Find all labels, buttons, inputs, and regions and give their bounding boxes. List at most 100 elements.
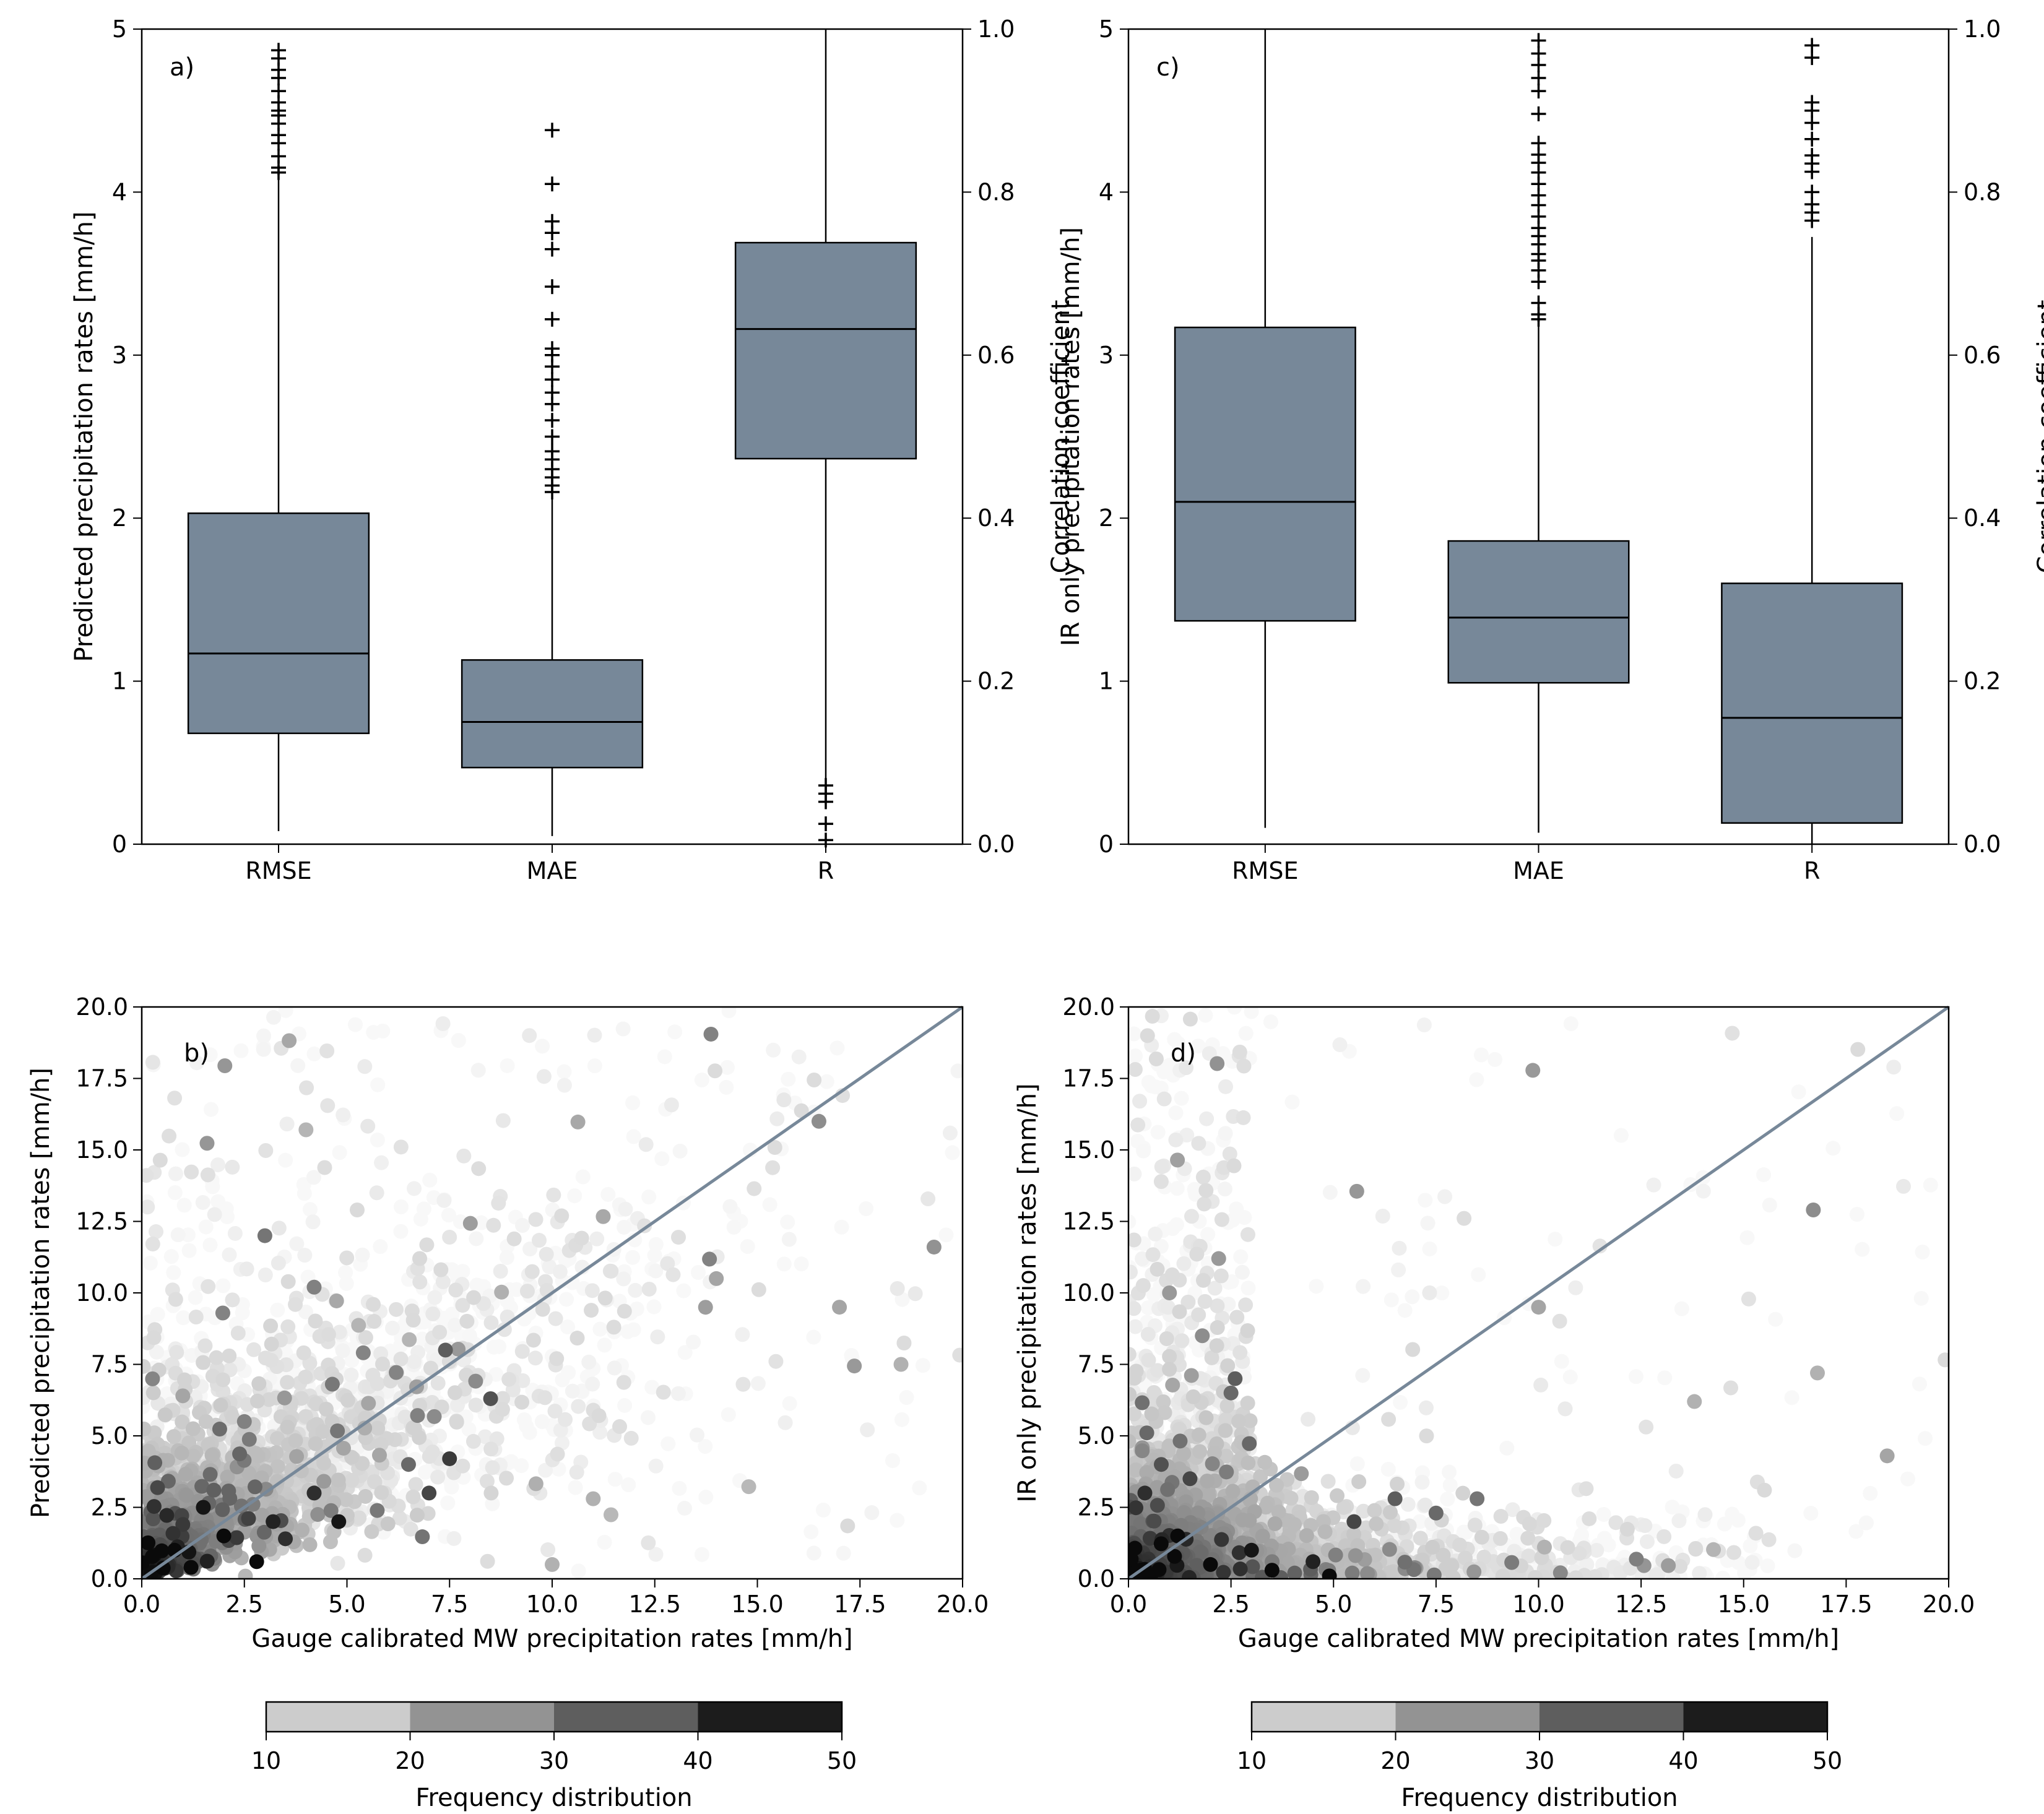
scatter-point [720, 1060, 735, 1075]
scatter-point [175, 1388, 191, 1404]
scatter-point [945, 1145, 960, 1160]
scatter-point [448, 1282, 464, 1298]
scatter-point [1761, 1532, 1777, 1547]
scatter-point [474, 1215, 489, 1230]
scatter-point [1715, 1570, 1731, 1579]
scatter-point [456, 1148, 472, 1164]
scatter-point [1426, 1567, 1442, 1579]
x-tick-label: 7.5 [431, 1591, 468, 1618]
scatter-point [677, 1500, 692, 1516]
scatter-point [1741, 1291, 1756, 1307]
scatter-point [169, 1345, 184, 1360]
scatter-point [184, 1164, 199, 1180]
scatter-point [483, 1315, 499, 1331]
scatter-point [499, 1250, 514, 1265]
scatter-point [885, 1453, 901, 1468]
scatter-point [515, 1217, 530, 1233]
scatter-point [232, 1446, 248, 1462]
scatter-point [1218, 1079, 1233, 1094]
scatter-point [1418, 1193, 1433, 1208]
scatter-point [321, 1327, 336, 1342]
scatter-point [1304, 1490, 1319, 1505]
scatter-point [847, 1358, 862, 1374]
x-tick-label: MAE [527, 857, 578, 884]
scatter-point [1236, 1110, 1251, 1125]
scatter-point [1170, 1152, 1185, 1168]
outlier-marker [545, 429, 560, 444]
scatter-point [1613, 1128, 1629, 1143]
scatter-point [358, 1330, 373, 1345]
scatter-point [1238, 1297, 1254, 1313]
scatter-point [586, 1491, 601, 1506]
scatter-point [1848, 1524, 1864, 1539]
scatter-point [270, 1459, 285, 1474]
scatter-point [1787, 1543, 1803, 1558]
scatter-point [263, 1318, 279, 1334]
scatter-point [1531, 1300, 1546, 1315]
scatter-point [264, 1336, 279, 1352]
scatter-point [415, 1529, 430, 1545]
scatter-point [1422, 1241, 1437, 1256]
scatter-point [1405, 1289, 1420, 1305]
scatter-point [1536, 1513, 1552, 1528]
x-tick-label: RMSE [245, 857, 311, 884]
x-tick-label: 12.5 [628, 1591, 681, 1618]
scatter-point [202, 1467, 218, 1482]
scatter-point [375, 1356, 391, 1371]
scatter-point [221, 1484, 236, 1499]
y-tick-label-right: 1.0 [1964, 15, 2001, 43]
scatter-point [369, 1185, 384, 1201]
scatter-point [1238, 1026, 1254, 1041]
scatter-point [1234, 1264, 1250, 1280]
scatter-point [142, 1443, 156, 1459]
scatter-point [1438, 1561, 1453, 1576]
scatter-point [1156, 1394, 1171, 1410]
scatter-point [441, 1207, 456, 1223]
scatter-point [357, 1547, 373, 1563]
scatter-point [163, 1249, 179, 1264]
scatter-point [615, 1021, 631, 1037]
scatter-point [217, 1058, 233, 1074]
scatter-point [422, 1172, 438, 1188]
scatter-point [306, 1046, 322, 1061]
scatter-point [330, 1423, 345, 1438]
scatter-point [1436, 1547, 1451, 1563]
scatter-point [1128, 1061, 1143, 1077]
outlier-marker [1804, 184, 1820, 200]
scatter-point [1563, 1016, 1578, 1032]
outlier-marker [271, 149, 286, 164]
scatter-point [320, 1098, 336, 1113]
scatter-point [278, 1007, 293, 1018]
scatter-point [306, 1279, 322, 1295]
scatter-point [225, 1409, 240, 1425]
x-tick-label: 2.5 [226, 1591, 263, 1618]
scatter-point [556, 1078, 572, 1093]
scatter-point [189, 1055, 204, 1071]
scatter-point [1258, 1500, 1273, 1515]
scatter-point [558, 1412, 573, 1427]
scatter-point [412, 1251, 428, 1266]
scatter-point [811, 1113, 826, 1129]
scatter-point [1184, 1368, 1199, 1383]
y-axis-label-left: IR only precipitation rates [mm/h] [1057, 227, 1085, 646]
scatter-point [1525, 1063, 1541, 1078]
scatter-point [1665, 1500, 1680, 1515]
scatter-point [348, 1017, 363, 1032]
scatter-point [546, 1187, 561, 1203]
scatter-point [1150, 1261, 1165, 1277]
scatter-point [703, 1026, 719, 1042]
scatter-point [1144, 1406, 1159, 1422]
scatter-point [539, 1246, 554, 1262]
scatter-point [1191, 1136, 1206, 1151]
scatter-point [604, 1263, 619, 1279]
scatter-point [198, 1219, 214, 1235]
scatter-point [776, 1092, 792, 1108]
scatter-point [607, 1472, 623, 1487]
scatter-point [660, 1256, 675, 1271]
scatter-point [147, 1455, 163, 1471]
scatter-point [241, 1511, 256, 1526]
scatter-point [466, 1290, 482, 1305]
y-tick-label: 10.0 [76, 1279, 128, 1307]
y-tick-label-left: 4 [1099, 178, 1114, 205]
scatter-point [1192, 1544, 1208, 1560]
